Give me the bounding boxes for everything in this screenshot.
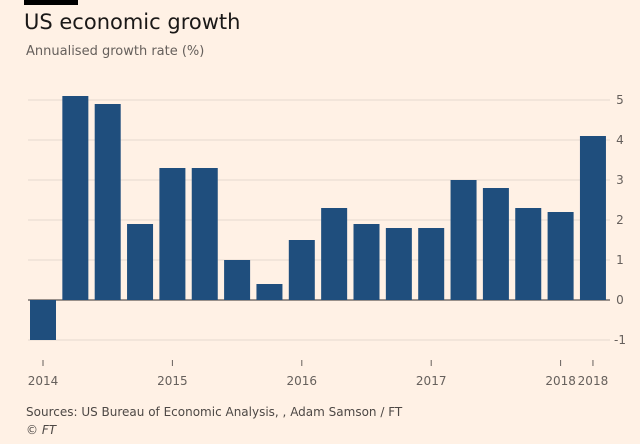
y-axis-ticks: 5 4 3 2 1 0 -1 [614, 93, 626, 347]
y-tick-label: -1 [614, 333, 626, 347]
source-note: Sources: US Bureau of Economic Analysis,… [26, 405, 403, 419]
x-tick-label: 2017 [416, 374, 447, 388]
bar [159, 168, 186, 300]
copyright: © FT [26, 423, 57, 437]
x-tick-label: 2015 [157, 374, 188, 388]
top-rule [24, 0, 78, 5]
bar [353, 224, 380, 300]
bar [450, 180, 477, 300]
gridlines [28, 99, 610, 341]
bar [94, 104, 121, 300]
y-tick-label: 4 [616, 133, 624, 147]
bar [482, 188, 509, 300]
x-tick-label: 2014 [28, 374, 59, 388]
y-tick-label: 1 [616, 253, 624, 267]
chart-subtitle: Annualised growth rate (%) [26, 44, 205, 59]
bar [224, 260, 251, 300]
bar [515, 208, 542, 300]
bar [288, 240, 315, 300]
bar [256, 284, 283, 300]
bar [547, 212, 574, 300]
x-axis-ticks: 2014 2015 2016 2017 2018 2018 [28, 360, 608, 388]
bar [127, 224, 154, 300]
x-tick-label: 2016 [287, 374, 318, 388]
bar-chart: 5 4 3 2 1 0 -1 2014 2015 2016 2017 2018 2018 [28, 93, 626, 388]
bar [321, 208, 348, 300]
bar [579, 136, 606, 300]
y-tick-label: 3 [616, 173, 624, 187]
bar [30, 300, 56, 340]
y-tick-label: 0 [616, 293, 624, 307]
bar [62, 96, 89, 300]
y-tick-label: 5 [616, 93, 624, 107]
x-tick-label: 2018 [578, 374, 609, 388]
bar [385, 228, 412, 300]
bar [418, 228, 445, 300]
bar [191, 168, 218, 300]
x-tick-label: 2018 [545, 374, 576, 388]
chart-title: US economic growth [24, 10, 241, 34]
bars [30, 96, 606, 340]
y-tick-label: 2 [616, 213, 624, 227]
